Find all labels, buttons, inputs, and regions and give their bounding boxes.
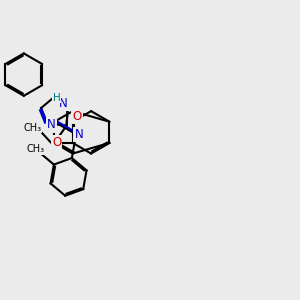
Text: N: N (59, 97, 68, 110)
Text: N: N (47, 118, 56, 131)
Text: O: O (73, 110, 82, 123)
Text: CH₃: CH₃ (23, 123, 41, 133)
Text: N: N (75, 128, 83, 141)
Text: O: O (52, 136, 61, 149)
Text: CH₃: CH₃ (27, 144, 45, 154)
Text: H: H (53, 93, 61, 103)
